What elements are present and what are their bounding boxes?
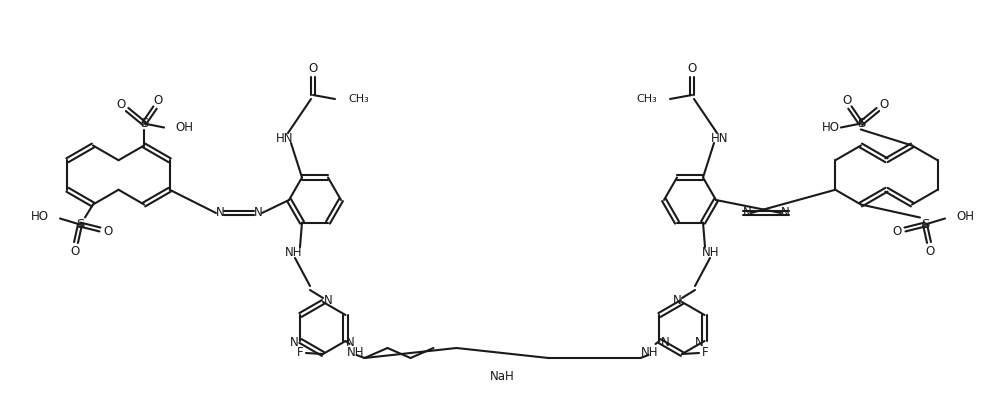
Text: O: O: [879, 98, 888, 111]
Text: NaH: NaH: [490, 370, 515, 382]
Text: N: N: [290, 335, 298, 349]
Text: HO: HO: [822, 121, 840, 134]
Text: N: N: [781, 206, 789, 220]
Text: F: F: [296, 345, 304, 358]
Text: O: O: [154, 94, 163, 107]
Text: HN: HN: [712, 131, 729, 145]
Text: N: N: [743, 206, 752, 220]
Text: NH: NH: [285, 245, 303, 258]
Text: S: S: [856, 117, 865, 130]
Text: NH: NH: [702, 245, 720, 258]
Text: N: N: [253, 206, 262, 220]
Text: O: O: [892, 225, 901, 238]
Text: O: O: [70, 245, 79, 258]
Text: S: S: [140, 117, 149, 130]
Text: O: O: [926, 245, 935, 258]
Text: N: N: [695, 337, 703, 349]
Text: N: N: [672, 293, 681, 306]
Text: CH₃: CH₃: [348, 94, 369, 104]
Text: HN: HN: [276, 131, 293, 145]
Text: O: O: [104, 225, 113, 238]
Text: O: O: [687, 62, 696, 75]
Text: CH₃: CH₃: [636, 94, 657, 104]
Text: N: N: [216, 206, 224, 220]
Text: S: S: [921, 218, 930, 231]
Text: S: S: [75, 218, 84, 231]
Text: NH: NH: [347, 345, 364, 358]
Text: N: N: [661, 335, 670, 349]
Text: OH: OH: [175, 121, 193, 134]
Text: HO: HO: [31, 210, 49, 223]
Text: NH: NH: [641, 345, 658, 358]
Text: OH: OH: [956, 210, 974, 223]
Text: N: N: [346, 337, 355, 349]
Text: O: O: [842, 94, 851, 107]
Text: O: O: [309, 62, 318, 75]
Text: O: O: [117, 98, 126, 111]
Text: F: F: [701, 345, 709, 358]
Text: N: N: [324, 293, 333, 306]
